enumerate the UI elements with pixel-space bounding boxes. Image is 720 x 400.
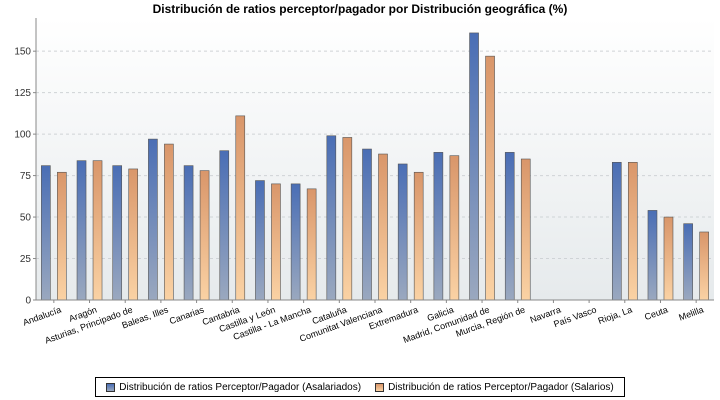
x-category-label: Rioja, La — [597, 304, 634, 326]
bar-salarios — [378, 153, 388, 301]
bar-asalariados — [504, 152, 515, 301]
bar-salarios — [663, 216, 674, 301]
legend-item-salarios: Distribución de ratios Perceptor/Pagador… — [375, 382, 614, 393]
legend-label-salarios: Distribución de ratios Perceptor/Pagador… — [388, 381, 614, 393]
bar-asalariados — [290, 183, 301, 301]
legend-swatch-orange — [375, 382, 385, 392]
chart-title: Distribución de ratios perceptor/pagador… — [152, 2, 568, 16]
bar-asalariados — [683, 223, 693, 301]
bar-asalariados — [255, 180, 265, 301]
x-category-label: Andalucía — [21, 304, 62, 327]
bar-asalariados — [76, 160, 87, 301]
bar-asalariados — [362, 148, 372, 301]
bar-salarios — [164, 143, 174, 301]
y-tick-label: 0 — [25, 296, 31, 307]
y-tick-label: 150 — [14, 47, 31, 58]
bar-salarios — [199, 170, 210, 301]
bar-salarios — [627, 162, 638, 301]
bar-salarios — [413, 171, 424, 301]
bar-salarios — [342, 137, 353, 301]
legend: Distribución de ratios Perceptor/Pagador… — [95, 377, 625, 397]
bar-asalariados — [433, 152, 444, 301]
bar-salarios — [271, 183, 281, 301]
legend-label-asalariados: Distribución de ratios Perceptor/Pagador… — [119, 381, 362, 393]
bar-asalariados — [41, 165, 51, 301]
x-category-label: Canarias — [168, 304, 206, 326]
legend-swatch-blue — [106, 382, 116, 392]
bar-salarios — [520, 158, 531, 301]
bar-asalariados — [183, 165, 194, 301]
bar-salarios — [485, 55, 495, 301]
bar-salarios — [128, 168, 139, 301]
bar-asalariados — [219, 150, 230, 301]
bar-asalariados — [112, 165, 123, 301]
y-tick-label: 100 — [14, 130, 31, 141]
bar-asalariados — [148, 138, 158, 301]
bar-asalariados — [647, 210, 658, 301]
bar-asalariados — [326, 135, 337, 301]
bar-salarios — [449, 155, 460, 301]
x-category-label: Ceuta — [643, 304, 669, 322]
y-tick-label: 75 — [20, 171, 32, 182]
bar-asalariados — [397, 163, 408, 301]
bar-salarios — [699, 231, 709, 301]
y-tick-label: 50 — [20, 213, 32, 224]
x-category-label: Melilla — [677, 304, 704, 322]
bar-salarios — [92, 160, 103, 301]
y-tick-label: 125 — [14, 88, 31, 99]
bar-salarios — [235, 115, 246, 301]
bar-salarios — [306, 188, 317, 301]
legend-item-asalariados: Distribución de ratios Perceptor/Pagador… — [106, 382, 361, 393]
bar-asalariados — [611, 162, 622, 301]
bar-salarios — [57, 171, 67, 301]
y-tick-label: 25 — [20, 254, 32, 265]
bar-asalariados — [469, 32, 479, 301]
